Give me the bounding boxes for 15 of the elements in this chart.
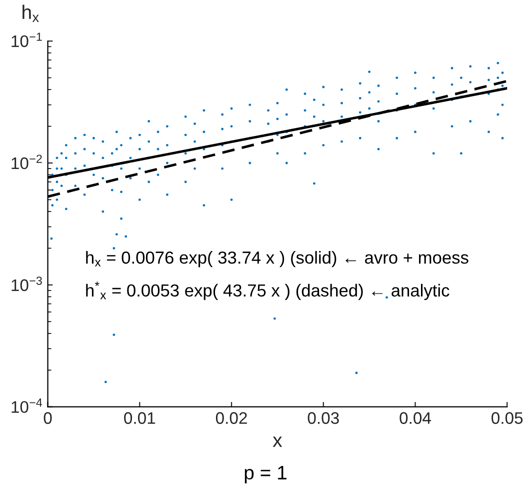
annotation: h$^{*}$$_{x}$ = 0.0053 exp( 43.75 x ) (dashed) ← analytic <box>86 282 450 300</box>
x-axis-title: x <box>272 436 282 447</box>
x-tick-label: 0.02 <box>216 412 247 424</box>
y-tick-label: 10$^{−1}$ <box>12 32 42 48</box>
annotation: h$_{x}$ = 0.0076 exp( 33.74 x ) (solid) ← avro + moess <box>86 251 468 268</box>
y-tick-label: 10$^{−4}$ <box>12 398 42 413</box>
y-tick-label: 10$^{−3}$ <box>12 276 42 292</box>
x-tick-label: 0.01 <box>124 412 156 424</box>
x-tick-label: 0 <box>44 412 52 424</box>
text: p = 1 <box>244 466 286 484</box>
y-tick-label: 10$^{−2}$ <box>12 154 42 170</box>
x-tick-label: 0.03 <box>308 412 339 424</box>
x-tick-label: 0.05 <box>492 412 523 424</box>
y-axis-title: h$_{x}$ <box>22 4 39 22</box>
x-tick-label: 0.04 <box>400 412 431 424</box>
